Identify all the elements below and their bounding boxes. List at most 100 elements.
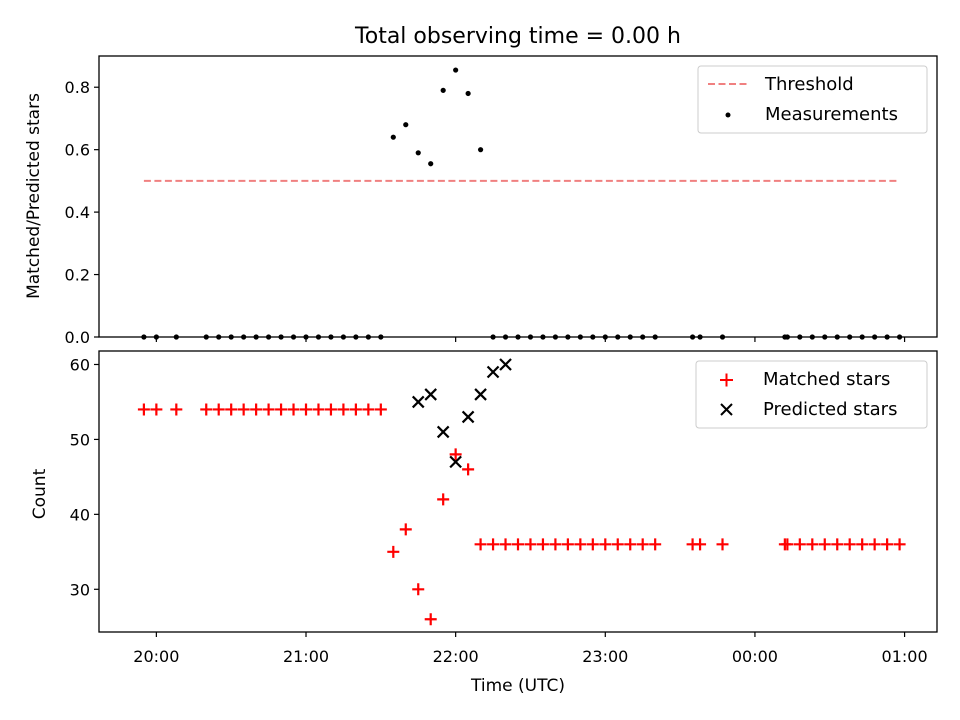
matched-star-point — [287, 403, 300, 416]
ratio-y-tick-label: 0.2 — [65, 266, 90, 285]
matched-star-point — [462, 463, 475, 476]
figure-title: Total observing time = 0.00 h — [354, 24, 681, 49]
matched-star-point — [499, 538, 512, 551]
matched-star-point — [843, 538, 856, 551]
matched-star-point — [275, 403, 288, 416]
matched-star-point — [806, 538, 819, 551]
count-marks — [137, 358, 906, 626]
count-x-tick-label: 21:00 — [283, 647, 329, 666]
predicted-star-point — [499, 358, 512, 371]
matched-star-point — [831, 538, 844, 551]
legend-threshold-label: Threshold — [764, 74, 854, 95]
legend-measurements-label: Measurements — [765, 104, 898, 125]
matched-star-point — [312, 403, 325, 416]
matched-star-point — [170, 403, 183, 416]
count-y-tick-label: 30 — [70, 580, 90, 599]
matched-star-point — [818, 538, 831, 551]
matched-star-point — [449, 448, 462, 461]
predicted-star-point — [436, 425, 450, 439]
measurement-point — [440, 87, 446, 93]
ratio-y-ticks: 0.0 0.2 0.4 0.6 0.8 — [65, 78, 99, 347]
predicted-star-point — [461, 410, 475, 424]
matched-star-point — [893, 538, 906, 551]
matched-star-point — [793, 538, 806, 551]
matched-star-point — [362, 403, 375, 416]
matched-star-point — [474, 538, 487, 551]
count-y-tick-label: 60 — [70, 355, 90, 374]
matched-star-point — [694, 538, 707, 551]
matched-star-point — [200, 403, 213, 416]
predicted-star-point — [449, 455, 462, 469]
matched-star-point — [374, 403, 387, 416]
matched-star-point — [536, 538, 549, 551]
matched-star-point — [868, 538, 881, 551]
matched-star-point — [856, 538, 869, 551]
ratio-x-ticks — [155, 337, 906, 342]
matched-star-point — [387, 545, 400, 558]
matched-star-point — [399, 523, 412, 536]
count-legend: Matched stars Predicted stars — [695, 360, 928, 429]
matched-star-point — [250, 403, 263, 416]
x-axis-label: Time (UTC) — [470, 676, 565, 696]
predicted-star-point — [474, 388, 487, 401]
matched-star-point — [300, 403, 313, 416]
ratio-y-tick-label: 0.4 — [65, 203, 90, 222]
matched-star-point — [150, 403, 163, 416]
matched-star-point — [781, 538, 794, 551]
matched-star-point — [212, 403, 225, 416]
ratio-panel: 0.00.20.40.60.8 Matched/Predicted stars … — [24, 55, 938, 347]
matched-star-point — [225, 403, 238, 416]
ratio-axes-frame — [98, 55, 938, 338]
matched-star-point — [437, 493, 450, 506]
matched-star-point — [881, 538, 894, 551]
count-axes-frame — [98, 350, 938, 633]
matched-star-point — [237, 403, 250, 416]
matched-star-point — [412, 583, 425, 596]
matched-star-point — [624, 538, 637, 551]
matched-star-point — [599, 538, 612, 551]
ratio-marks — [141, 67, 903, 340]
count-x-tick-label: 20:00 — [133, 647, 179, 666]
matched-star-point — [424, 613, 437, 626]
matched-star-point — [716, 538, 729, 551]
count-x-tick-label: 00:00 — [732, 647, 778, 666]
ratio-legend: Threshold Measurements — [697, 65, 928, 134]
count-x-tick-label: 23:00 — [582, 647, 628, 666]
measurement-point — [465, 90, 471, 97]
legend-matched-swatch — [720, 373, 733, 387]
legend-predicted-swatch — [720, 403, 733, 416]
measurement-point — [477, 147, 484, 153]
measurement-point — [403, 122, 409, 128]
count-y-axis-label: Count — [30, 468, 50, 519]
ratio-y-tick-label: 0.0 — [65, 328, 90, 347]
matched-star-point — [611, 538, 624, 551]
count-y-tick-label: 50 — [70, 430, 90, 449]
matched-star-point — [349, 403, 362, 416]
matched-star-point — [337, 403, 350, 416]
legend-matched-label: Matched stars — [763, 369, 890, 390]
count-legend-box — [695, 360, 928, 429]
ratio-legend-box — [697, 65, 928, 134]
measurement-point — [453, 67, 459, 73]
measurement-point — [428, 161, 434, 167]
count-y-ticks: 30 40 50 60 — [70, 355, 99, 599]
ratio-y-axis-label: Matched/Predicted stars — [24, 93, 44, 299]
predicted-star-point — [424, 388, 437, 401]
matched-star-point — [512, 538, 524, 551]
matched-star-point — [636, 538, 649, 551]
matched-star-point — [262, 403, 275, 416]
predicted-star-point — [486, 365, 500, 379]
legend-predicted-label: Predicted stars — [763, 399, 897, 420]
count-x-ticks: 20:00 21:00 22:00 23:00 00:00 01:00 — [133, 632, 928, 666]
count-x-tick-label: 22:00 — [433, 647, 479, 666]
matched-star-point — [324, 403, 337, 416]
count-y-tick-label: 40 — [70, 505, 90, 524]
measurement-point — [390, 134, 396, 140]
matched-star-point — [561, 538, 574, 551]
matched-star-point — [487, 538, 500, 551]
predicted-star-point — [411, 395, 425, 409]
ratio-y-tick-label: 0.8 — [65, 78, 90, 97]
matched-star-point — [137, 403, 150, 416]
